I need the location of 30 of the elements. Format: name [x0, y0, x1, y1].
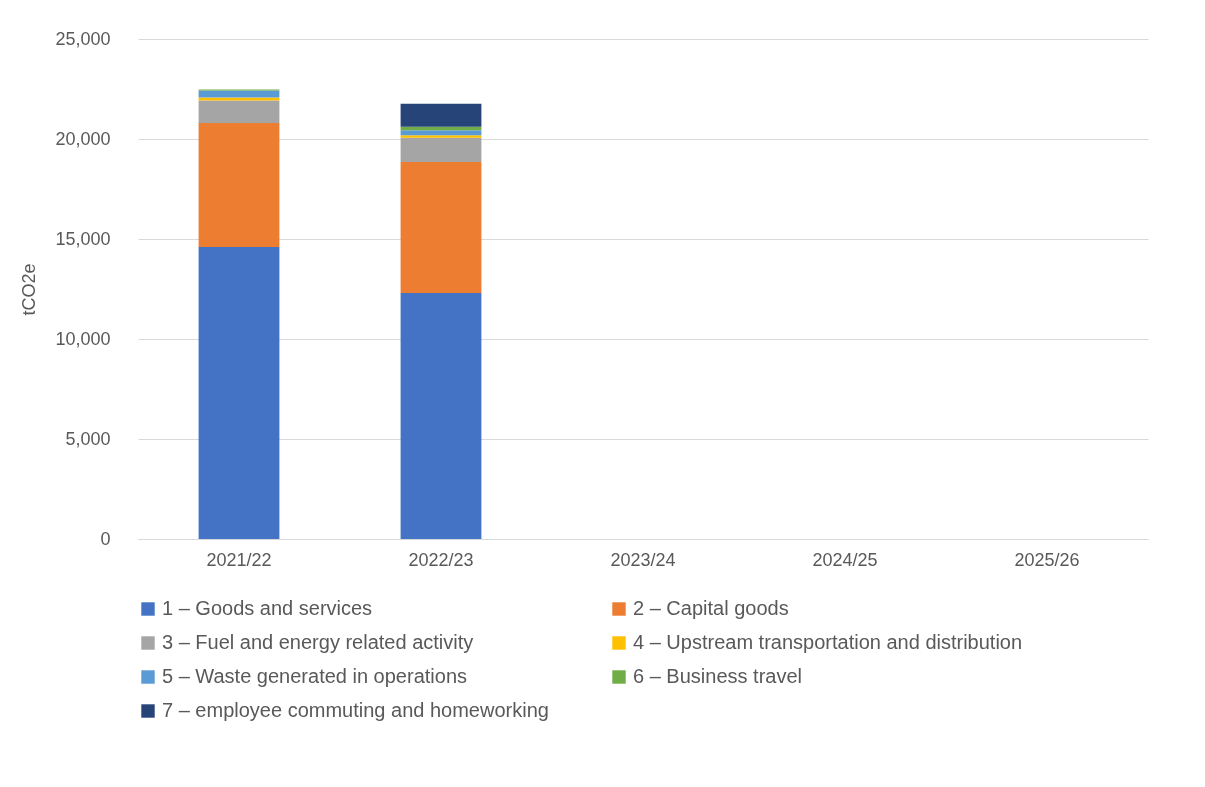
bar [400, 137, 482, 162]
legend-label: 1 – Goods and services [162, 597, 373, 619]
bar [198, 247, 280, 539]
y-tick-label: 0 [100, 528, 111, 549]
x-tick-label: 2025/26 [1014, 549, 1080, 570]
bar [400, 293, 482, 539]
x-tick-label: 2023/24 [610, 549, 676, 570]
x-tick-label: 2021/22 [206, 549, 272, 570]
y-tick-label: 15,000 [55, 228, 111, 249]
legend-label: 6 – Business travel [633, 665, 802, 687]
bar [400, 162, 482, 293]
legend-label: 3 – Fuel and energy related activity [162, 631, 474, 653]
legend-label: 7 – employee commuting and homeworking [162, 699, 549, 721]
bar [198, 97, 280, 101]
bar [198, 100, 280, 123]
y-tick-label: 10,000 [55, 328, 111, 349]
legend-label: 4 – Upstream transportation and distribution [633, 631, 1023, 653]
y-tick-label: 20,000 [55, 128, 111, 149]
bar [400, 130, 482, 136]
bar [198, 123, 280, 247]
x-tick-label: 2024/25 [812, 549, 878, 570]
bar [400, 103, 482, 127]
x-tick-label: 2022/23 [408, 549, 474, 570]
y-axis-title: tCO2e [19, 263, 40, 316]
legend-label: 2 – Capital goods [633, 597, 789, 619]
y-tick-label: 5,000 [65, 428, 111, 449]
y-tick-label: 25,000 [55, 28, 111, 49]
legend-label: 5 – Waste generated in operations [162, 665, 468, 687]
bar [400, 135, 482, 138]
bar [198, 90, 280, 98]
